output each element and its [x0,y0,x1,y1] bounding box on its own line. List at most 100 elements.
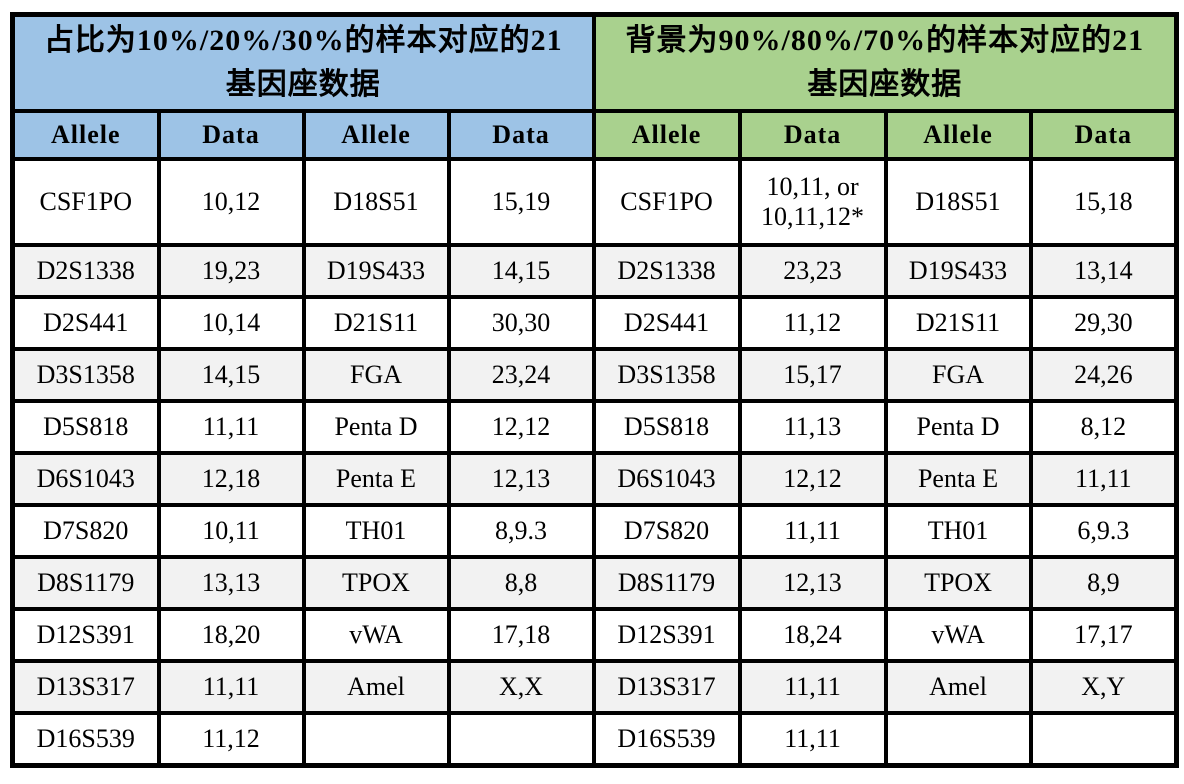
allele-cell: D7S820 [591,503,742,559]
data-cell: 6,9.3 [1028,503,1179,559]
allele-cell: TH01 [883,503,1033,559]
data-cell: 30,30 [446,295,596,351]
column-header-allele: Allele [10,109,161,161]
table-row: D3S1358 14,15 FGA 23,24 D3S1358 15,17 FG… [10,347,1179,403]
data-cell: 15,19 [446,157,596,247]
allele-cell: Amel [301,659,451,715]
allele-cell: FGA [883,347,1033,403]
table-row: D2S441 10,14 D21S11 30,30 D2S441 11,12 D… [10,295,1179,351]
allele-cell: D5S818 [10,399,161,455]
allele-cell: D5S818 [591,399,742,455]
allele-cell: CSF1PO [10,157,161,247]
data-cell: 11,11 [737,711,888,768]
allele-cell: Penta E [301,451,451,507]
table-row: D6S1043 12,18 Penta E 12,13 D6S1043 12,1… [10,451,1179,507]
allele-cell: D2S441 [591,295,742,351]
data-cell: 8,9.3 [446,503,596,559]
allele-cell: D21S11 [301,295,451,351]
table-title-row: 占比为10%/20%/30%的样本对应的21基因座数据 背景为90%/80%/7… [10,12,1179,113]
allele-cell: D18S51 [301,157,451,247]
allele-cell: D13S317 [591,659,742,715]
data-cell: 11,11 [156,659,306,715]
allele-cell: D7S820 [10,503,161,559]
data-cell: 11,12 [737,295,888,351]
column-header-allele: Allele [883,109,1033,161]
allele-cell: Penta E [883,451,1033,507]
data-cell: X,Y [1028,659,1179,715]
data-cell [1028,711,1179,768]
data-cell: 14,15 [156,347,306,403]
allele-cell: D19S433 [301,243,451,299]
column-header-data: Data [156,109,306,161]
allele-cell: Penta D [301,399,451,455]
allele-cell: D16S539 [591,711,742,768]
allele-cell: D8S1179 [10,555,161,611]
column-header-row: Allele Data Allele Data Allele Data Alle… [10,109,1179,161]
data-cell: 15,18 [1028,157,1179,247]
allele-cell: TPOX [883,555,1033,611]
data-cell: 12,13 [737,555,888,611]
table-row: D13S317 11,11 Amel X,X D13S317 11,11 Ame… [10,659,1179,715]
table-row: D16S539 11,12 D16S539 11,11 [10,711,1179,768]
data-cell: 10,11, or 10,11,12* [737,157,888,247]
data-cell: 18,24 [737,607,888,663]
data-cell: 17,17 [1028,607,1179,663]
allele-cell: vWA [301,607,451,663]
data-cell: X,X [446,659,596,715]
table-row: D12S391 18,20 vWA 17,18 D12S391 18,24 vW… [10,607,1179,663]
column-header-data: Data [1028,109,1179,161]
allele-cell [301,711,451,768]
table-row: D5S818 11,11 Penta D 12,12 D5S818 11,13 … [10,399,1179,455]
data-cell: 19,23 [156,243,306,299]
data-cell: 12,13 [446,451,596,507]
allele-cell: Penta D [883,399,1033,455]
data-cell: 8,12 [1028,399,1179,455]
data-cell: 11,12 [156,711,306,768]
data-cell: 11,13 [737,399,888,455]
right-table-title: 背景为90%/80%/70%的样本对应的21基因座数据 [591,12,1179,113]
data-cell: 12,12 [737,451,888,507]
allele-cell [883,711,1033,768]
allele-cell: D18S51 [883,157,1033,247]
allele-cell: D2S1338 [591,243,742,299]
data-cell: 8,8 [446,555,596,611]
table-row: CSF1PO 10,12 D18S51 15,19 CSF1PO 10,11, … [10,157,1179,247]
data-cell: 12,18 [156,451,306,507]
data-cell: 15,17 [737,347,888,403]
allele-cell: FGA [301,347,451,403]
allele-cell: D13S317 [10,659,161,715]
data-cell: 13,14 [1028,243,1179,299]
allele-cell: D3S1358 [10,347,161,403]
data-cell: 18,20 [156,607,306,663]
allele-cell: D16S539 [10,711,161,768]
allele-cell: D6S1043 [10,451,161,507]
data-cell: 11,11 [156,399,306,455]
column-header-allele: Allele [591,109,742,161]
allele-cell: D12S391 [591,607,742,663]
data-cell: 10,14 [156,295,306,351]
allele-cell: Amel [883,659,1033,715]
allele-cell: TH01 [301,503,451,559]
table-row: D8S1179 13,13 TPOX 8,8 D8S1179 12,13 TPO… [10,555,1179,611]
data-cell: 23,24 [446,347,596,403]
allele-cell: vWA [883,607,1033,663]
data-cell: 29,30 [1028,295,1179,351]
allele-cell: D6S1043 [591,451,742,507]
genotype-table: 占比为10%/20%/30%的样本对应的21基因座数据 背景为90%/80%/7… [10,12,1180,768]
data-cell: 11,11 [737,659,888,715]
data-cell: 11,11 [1028,451,1179,507]
left-table-title: 占比为10%/20%/30%的样本对应的21基因座数据 [10,12,596,113]
data-cell: 17,18 [446,607,596,663]
allele-cell: TPOX [301,555,451,611]
data-cell: 24,26 [1028,347,1179,403]
data-cell: 10,12 [156,157,306,247]
allele-cell: D19S433 [883,243,1033,299]
allele-cell: D12S391 [10,607,161,663]
allele-cell: D2S1338 [10,243,161,299]
allele-cell: D3S1358 [591,347,742,403]
data-cell [446,711,596,768]
table-row: D7S820 10,11 TH01 8,9.3 D7S820 11,11 TH0… [10,503,1179,559]
column-header-allele: Allele [301,109,451,161]
column-header-data: Data [737,109,888,161]
